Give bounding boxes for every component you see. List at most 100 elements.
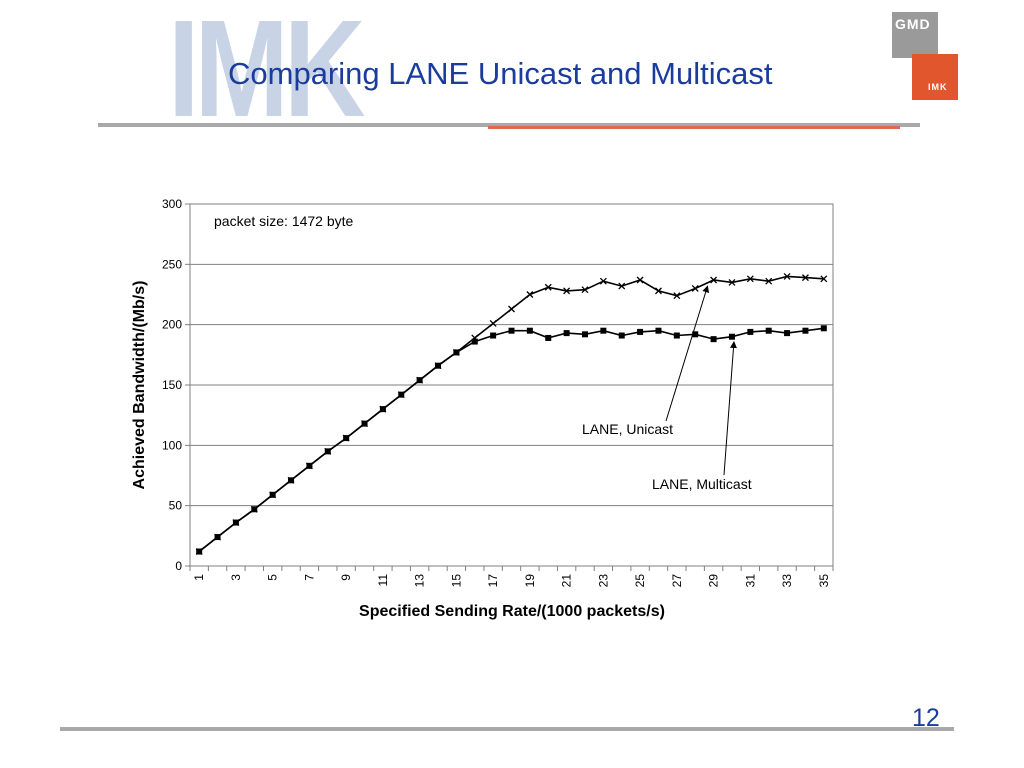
unicast-point bbox=[599, 277, 607, 285]
x-tick-label: 21 bbox=[560, 574, 574, 588]
multicast-point bbox=[728, 333, 735, 340]
multicast-point bbox=[232, 519, 239, 526]
y-axis-label: Achieved Bandwidth/(Mb/s) bbox=[131, 281, 148, 490]
multicast-point bbox=[343, 435, 350, 442]
y-tick-label: 300 bbox=[162, 197, 182, 211]
x-tick-label: 5 bbox=[266, 574, 280, 581]
logo-gmd-text: GMD bbox=[895, 16, 931, 32]
x-tick-label: 13 bbox=[413, 574, 427, 588]
unicast-label: LANE, Unicast bbox=[582, 421, 673, 437]
x-tick-label: 33 bbox=[780, 574, 794, 588]
multicast-point bbox=[435, 362, 442, 369]
unicast-point bbox=[526, 291, 534, 298]
multicast-point bbox=[526, 327, 533, 334]
multicast-point bbox=[453, 349, 460, 356]
footer-divider bbox=[60, 727, 954, 731]
unicast-point bbox=[618, 282, 626, 290]
x-tick-label: 9 bbox=[339, 574, 353, 581]
unicast-point bbox=[544, 283, 552, 291]
unicast-point bbox=[691, 285, 699, 292]
x-tick-label: 11 bbox=[376, 574, 390, 587]
multicast-point bbox=[214, 534, 221, 541]
unicast-point bbox=[636, 276, 644, 284]
x-tick-label: 7 bbox=[302, 574, 316, 581]
multicast-point bbox=[251, 506, 258, 513]
multicast-label: LANE, Multicast bbox=[652, 476, 752, 492]
x-tick-label: 17 bbox=[486, 574, 500, 588]
y-tick-label: 50 bbox=[169, 499, 183, 513]
x-tick-label: 3 bbox=[229, 574, 243, 581]
multicast-point bbox=[637, 328, 644, 335]
logo-red-square bbox=[912, 54, 958, 100]
x-tick-label: 35 bbox=[817, 574, 831, 588]
multicast-point bbox=[692, 331, 699, 338]
multicast-point bbox=[618, 332, 625, 339]
multicast-point bbox=[784, 330, 791, 337]
logo-imk-text: IMK bbox=[928, 82, 948, 92]
x-tick-label: 29 bbox=[707, 574, 721, 588]
imk-watermark-logo: IMK bbox=[168, 0, 366, 146]
multicast-point bbox=[288, 477, 295, 484]
logo-grey-square bbox=[892, 12, 938, 58]
multicast-point bbox=[655, 327, 662, 334]
unicast-point bbox=[673, 292, 681, 300]
y-tick-label: 250 bbox=[162, 257, 182, 271]
x-tick-label: 19 bbox=[523, 574, 537, 588]
y-tick-label: 0 bbox=[175, 559, 182, 573]
series-line-unicast bbox=[198, 275, 824, 553]
unicast-point bbox=[801, 274, 809, 282]
multicast-point bbox=[600, 327, 607, 334]
unicast-point bbox=[563, 287, 571, 295]
x-tick-label: 15 bbox=[449, 574, 463, 588]
multicast-point bbox=[361, 420, 368, 427]
multicast-point bbox=[269, 491, 276, 498]
multicast-arrow bbox=[723, 341, 737, 476]
title-accent-divider bbox=[488, 126, 900, 129]
unicast-arrow bbox=[665, 285, 710, 422]
unicast-point bbox=[655, 287, 662, 295]
multicast-point bbox=[673, 332, 680, 339]
multicast-point bbox=[379, 406, 386, 413]
y-tick-label: 100 bbox=[162, 438, 182, 452]
multicast-point bbox=[802, 327, 809, 334]
multicast-point bbox=[490, 332, 497, 339]
multicast-point bbox=[324, 448, 331, 455]
multicast-point bbox=[196, 548, 203, 555]
x-tick-label: 23 bbox=[596, 574, 610, 588]
multicast-point bbox=[398, 391, 405, 398]
multicast-point bbox=[747, 328, 754, 335]
multicast-point bbox=[545, 334, 552, 341]
multicast-point bbox=[416, 377, 423, 384]
x-axis-label: Specified Sending Rate/(1000 packets/s) bbox=[359, 603, 665, 620]
y-tick-label: 150 bbox=[162, 378, 182, 392]
page-number: 12 bbox=[912, 704, 940, 732]
unicast-point bbox=[783, 272, 791, 280]
unicast-point bbox=[728, 278, 736, 286]
multicast-point bbox=[471, 338, 478, 345]
x-tick-label: 25 bbox=[633, 574, 647, 588]
slide-title: Comparing LANE Unicast and Multicast bbox=[228, 56, 773, 91]
gmd-imk-logo: GMD IMK bbox=[888, 12, 962, 100]
series-line-multicast bbox=[198, 327, 824, 553]
unicast-point bbox=[710, 276, 718, 284]
multicast-point bbox=[765, 327, 772, 334]
x-tick-label: 31 bbox=[743, 574, 757, 588]
multicast-point bbox=[306, 462, 313, 469]
multicast-point bbox=[581, 331, 588, 338]
unicast-point bbox=[820, 275, 828, 283]
x-tick-label: 27 bbox=[670, 574, 684, 588]
unicast-point bbox=[746, 275, 754, 283]
multicast-point bbox=[508, 327, 515, 334]
y-tick-label: 200 bbox=[162, 318, 182, 332]
multicast-point bbox=[710, 336, 717, 343]
title-divider bbox=[98, 123, 920, 127]
multicast-point bbox=[820, 325, 827, 332]
packet-size-annotation: packet size: 1472 byte bbox=[214, 213, 354, 229]
unicast-point bbox=[765, 277, 773, 285]
unicast-point bbox=[508, 305, 515, 313]
multicast-point bbox=[563, 330, 570, 337]
x-tick-label: 1 bbox=[192, 574, 206, 581]
unicast-point bbox=[489, 320, 497, 327]
